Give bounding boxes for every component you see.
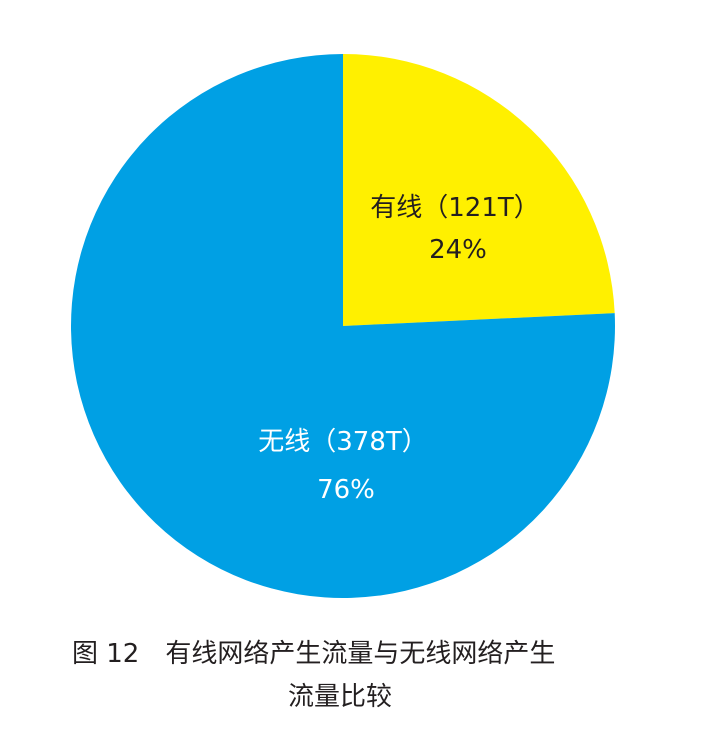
slice-percent-wireless: 76% <box>317 475 375 505</box>
figure-caption-line1: 图 12 有线网络产生流量与无线网络产生 <box>72 633 555 670</box>
pie-slice-0 <box>343 54 615 326</box>
slice-label-wireless: 无线（378T） <box>258 427 428 457</box>
figure-number: 图 12 <box>72 639 140 669</box>
figure-caption-line2: 流量比较 <box>287 682 392 712</box>
slice-label-wired: 有线（121T） <box>370 193 540 223</box>
slice-percent-wired: 24% <box>429 235 487 265</box>
figure-title: 有线网络产生流量与无线网络产生 <box>165 639 556 669</box>
pie-slice-1 <box>70 54 615 598</box>
